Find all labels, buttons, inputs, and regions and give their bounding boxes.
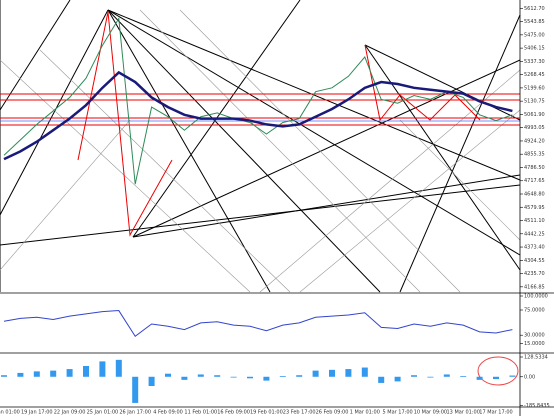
highlight-circle bbox=[477, 356, 519, 386]
x-tick-label: 16 Feb 09:00 bbox=[217, 410, 250, 416]
series-line bbox=[3, 310, 513, 338]
histogram-bar bbox=[509, 375, 516, 377]
histogram-bar bbox=[148, 376, 155, 386]
y-tick-label: 4166.85 bbox=[524, 284, 545, 290]
channel-lines bbox=[0, 9, 521, 293]
histogram-bar bbox=[460, 376, 467, 377]
y-tick-label: 5130.75 bbox=[524, 99, 545, 105]
histogram-bar bbox=[427, 376, 434, 378]
y-tick-label: 0.00 bbox=[524, 374, 535, 380]
histogram-bar bbox=[83, 366, 89, 377]
histogram-bar bbox=[1, 375, 7, 377]
y-tick-label: 5199.60 bbox=[524, 85, 545, 91]
x-tick-label: 23 Feb 17:00 bbox=[283, 410, 316, 416]
y-tick-label: 4304.55 bbox=[524, 258, 545, 264]
histogram-bar bbox=[33, 371, 40, 377]
histogram-bar bbox=[50, 370, 57, 377]
x-tick-label: 16 Jan 01:00 bbox=[0, 410, 20, 416]
histogram-bar bbox=[263, 376, 270, 381]
histogram-bar bbox=[165, 373, 171, 377]
series-line bbox=[3, 70, 513, 161]
x-tick-label: 22 Jan 09:00 bbox=[54, 410, 86, 416]
histogram-bar bbox=[411, 375, 417, 377]
histogram-bar bbox=[345, 369, 352, 377]
y-tick-label: 5061.90 bbox=[524, 112, 545, 118]
x-tick-label: 25 Jan 01:00 bbox=[87, 410, 119, 416]
histogram-bar bbox=[115, 359, 122, 377]
histogram-bar bbox=[99, 361, 106, 377]
y-tick-label: 4648.80 bbox=[524, 191, 545, 197]
histogram-bar bbox=[361, 367, 368, 377]
levels bbox=[0, 11, 520, 237]
histogram-bar bbox=[394, 376, 401, 382]
x-tick-label: 11 Feb 01:00 bbox=[184, 410, 217, 416]
y-tick-label: 4924.20 bbox=[524, 138, 545, 144]
x-tick-label: 5 Mar 17:00 bbox=[382, 410, 412, 416]
y-tick-label: -185.8435 bbox=[524, 403, 550, 409]
y-tick-label: 4717.65 bbox=[524, 178, 545, 184]
y-tick-label: 4373.40 bbox=[524, 245, 545, 251]
histogram-bar bbox=[66, 369, 73, 377]
series-line bbox=[3, 16, 513, 185]
y-tick-label: 5268.45 bbox=[524, 72, 545, 78]
y-tick-label: 5337.30 bbox=[524, 59, 545, 65]
histogram-bar bbox=[132, 376, 139, 403]
x-tick-label: 26 Jan 17:00 bbox=[119, 410, 151, 416]
y-tick-label: 100.0000 bbox=[524, 294, 548, 300]
x-tick-label: 17 Mar 17:00 bbox=[479, 410, 512, 416]
y-tick-label: 4579.95 bbox=[524, 205, 545, 211]
x-tick-label: 10 Mar 09:00 bbox=[414, 410, 447, 416]
histogram-bar bbox=[312, 370, 319, 377]
x-tick-label: 4 Feb 09:00 bbox=[153, 410, 183, 416]
y-tick-label: 4786.50 bbox=[524, 165, 545, 171]
histogram-bar bbox=[181, 376, 188, 380]
y-tick-label: 4442.25 bbox=[524, 231, 545, 237]
y-tick-label: 4993.05 bbox=[524, 125, 545, 131]
y-tick-label: 5475.00 bbox=[524, 32, 545, 38]
histogram-bar bbox=[17, 372, 24, 377]
x-tick-label: 19 Jan 17:00 bbox=[21, 410, 53, 416]
y-tick-label: 5543.85 bbox=[524, 19, 545, 25]
x-tick-label: 13 Mar 01:00 bbox=[447, 410, 480, 416]
histogram-bar bbox=[493, 376, 499, 380]
y-tick-label: 4855.35 bbox=[524, 152, 545, 158]
x-tick-label: 19 Feb 01:00 bbox=[250, 410, 283, 416]
y-tick-label: 75.0000 bbox=[524, 308, 545, 314]
x-tick-label: 1 Mar 01:00 bbox=[350, 410, 380, 416]
histogram-bar bbox=[296, 375, 303, 377]
histogram-bar bbox=[247, 376, 253, 379]
histogram-bar bbox=[378, 376, 385, 383]
histogram-bar bbox=[476, 376, 483, 380]
histogram-bar bbox=[230, 376, 237, 378]
gann-fan bbox=[0, 0, 521, 293]
y-tick-label: 4511.10 bbox=[524, 218, 545, 224]
x-tick-label: 26 Feb 09:00 bbox=[316, 410, 349, 416]
histogram-bar bbox=[443, 374, 450, 377]
y-tick-label: 128.5334 bbox=[524, 354, 548, 360]
y-tick-label: 5612.70 bbox=[524, 6, 545, 12]
histogram-bar bbox=[329, 369, 335, 377]
y-tick-label: 5406.15 bbox=[524, 46, 545, 52]
y-tick-label: 4235.70 bbox=[524, 271, 545, 277]
histogram-bar bbox=[279, 376, 286, 377]
histogram-bar bbox=[197, 374, 204, 377]
y-tick-label: 15.0000 bbox=[524, 341, 545, 347]
histogram-bar bbox=[214, 375, 221, 377]
y-tick-label: 30.0000 bbox=[524, 333, 545, 339]
